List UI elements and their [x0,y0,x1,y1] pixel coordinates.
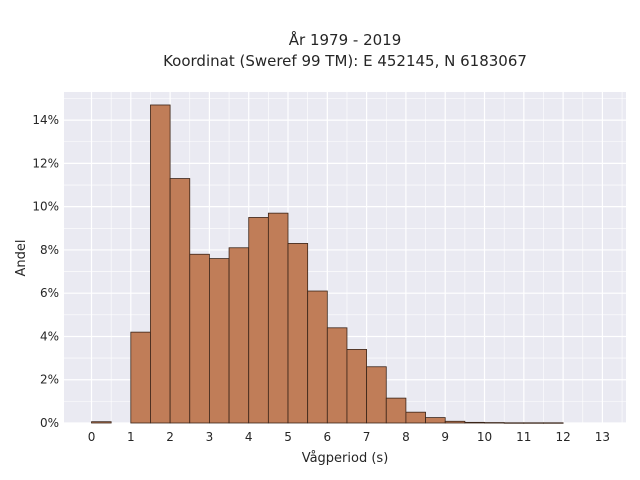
y-tick-label: 14% [32,113,59,127]
x-tick-label: 9 [441,430,449,444]
chart-title-line-2: Koordinat (Sweref 99 TM): E 452145, N 61… [163,52,527,70]
bars [91,104,564,424]
x-axis-label: Vågperiod (s) [302,451,389,466]
histogram-bar [543,422,564,424]
y-tick-label: 8% [40,243,59,257]
histogram-bar [228,247,250,424]
histogram-bar [326,327,348,424]
histogram-bar [464,421,485,424]
y-tick-label: 0% [40,416,59,430]
histogram-bar [267,212,289,424]
y-tick-label: 4% [40,329,59,343]
y-tick-label: 2% [40,373,59,387]
grid-lines [64,92,626,424]
x-tick-label: 3 [206,430,214,444]
x-tick-label: 12 [555,430,570,444]
histogram-bar [425,417,446,424]
histogram-bar [366,366,387,424]
x-tick-label: 13 [595,430,610,444]
x-tick-label: 2 [166,430,174,444]
histogram-bar [346,349,368,424]
x-tick-label: 11 [516,430,531,444]
histogram-bar [91,421,112,424]
x-tick-label: 0 [88,430,96,444]
histogram-bar [169,178,191,424]
y-tick-label: 10% [32,200,59,214]
x-tick-label: 7 [363,430,371,444]
histogram-bar [287,243,309,424]
histogram-bar [189,253,210,424]
histogram-bar [150,104,171,424]
x-tick-label: 5 [284,430,292,444]
x-tick-label: 4 [245,430,253,444]
histogram-bar [405,411,426,424]
x-tick-label: 8 [402,430,410,444]
x-tick-label: 1 [127,430,135,444]
histogram-bar [209,258,230,424]
x-tick-label: 10 [477,430,492,444]
histogram-bar [523,422,544,424]
histogram-bar [385,397,407,424]
histogram-bar [484,422,505,424]
histogram-bar [444,420,466,424]
y-tick-label: 12% [32,156,59,170]
chart-title-line-1: År 1979 - 2019 [289,30,402,49]
x-tick-label: 6 [323,430,331,444]
y-axis-label: Andel [14,240,29,277]
histogram-bar [503,422,525,424]
histogram-bar [248,217,269,424]
tick-labels: 0 1 2 3 4 5 6 7 8 9 10 11 12 130%2%4%6%8%10%12%14% [32,113,610,444]
y-tick-label: 6% [40,286,59,300]
histogram-bar [307,290,328,424]
histogram-bar [130,331,151,424]
